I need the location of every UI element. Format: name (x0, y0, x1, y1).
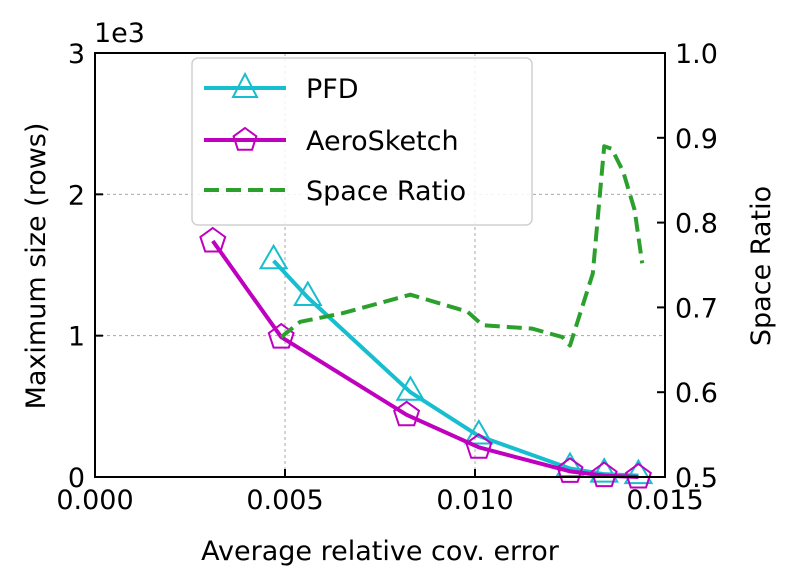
series-line-space-ratio (279, 144, 645, 348)
x-tick-label: 0.010 (436, 485, 513, 516)
legend-label-pfd: PFD (306, 74, 359, 105)
y-left-tick-label: 3 (68, 39, 85, 70)
data-point-aerosketch (556, 457, 584, 483)
y-left-tick-label: 1 (68, 322, 85, 353)
data-point-aerosketch (590, 461, 618, 488)
data-point-pfd (258, 243, 289, 270)
series-line-aerosketch (211, 239, 639, 479)
y-right-tick-label: 0.8 (675, 209, 718, 240)
data-point-pfd (623, 458, 654, 485)
y-right-tick-label: 0.5 (675, 463, 718, 494)
data-point-aerosketch (465, 433, 493, 459)
data-point-pfd (464, 419, 494, 445)
y-right-tick-label: 0.9 (675, 124, 718, 155)
legend-marker-aerosketch (232, 126, 258, 151)
y-axis-title-left: Maximum size (rows) (21, 123, 52, 410)
data-point-pfd (293, 280, 323, 307)
data-point-aerosketch (393, 400, 421, 427)
legend-marker-pfd (231, 71, 259, 98)
legend: PFD AeroSketch Space Ratio (191, 57, 533, 226)
legend-label-aerosketch: AeroSketch (306, 126, 459, 157)
x-tick-label: 0.015 (626, 485, 703, 516)
ticks: 0.000 0.005 0.010 0.015 0 1 2 3 0.5 0.6 0.7 0.8 0.9 1… (56, 39, 718, 516)
series-layer (199, 144, 654, 489)
y-right-tick-label: 0.6 (675, 378, 718, 409)
data-point-pfd (395, 375, 426, 401)
data-point-aerosketch (624, 462, 652, 489)
data-point-pfd (589, 457, 619, 483)
y-left-tick-label: 2 (68, 180, 85, 211)
x-axis-title: Average relative cov. error (201, 536, 560, 567)
x-tick-label: 0.005 (246, 485, 323, 516)
y-axis-title-right: Space Ratio (746, 186, 777, 346)
data-point-aerosketch (267, 322, 295, 349)
x-tick-label: 0.000 (56, 485, 133, 516)
y-left-tick-label: 0 (68, 463, 85, 494)
y-right-tick-label: 0.7 (675, 293, 718, 324)
plot-frame (94, 52, 666, 478)
y-right-tick-label: 1.0 (675, 39, 718, 70)
legend-label-space-ratio: Space Ratio (306, 176, 466, 207)
data-point-aerosketch (199, 226, 227, 253)
legend-box (191, 57, 533, 226)
y-offset-label: 1e3 (94, 18, 145, 49)
